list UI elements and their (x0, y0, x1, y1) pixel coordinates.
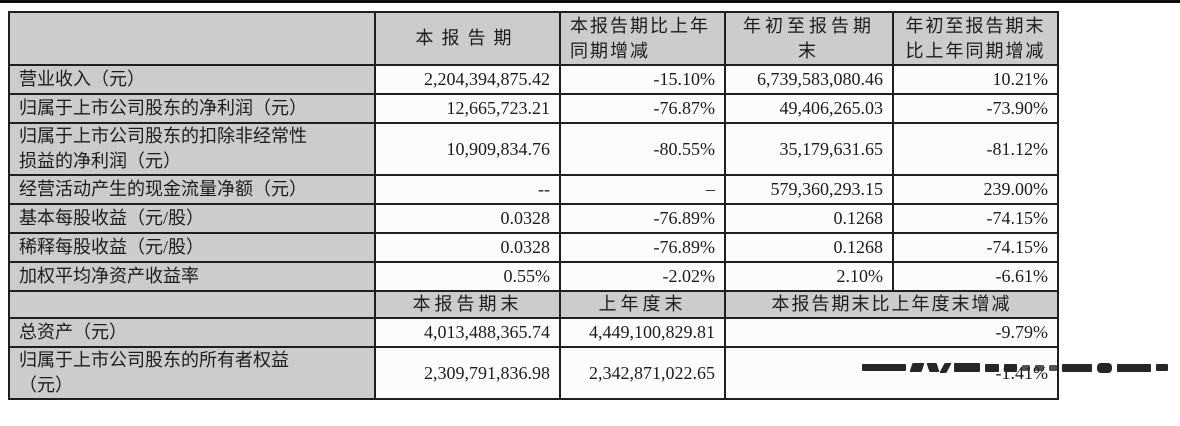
table-row-weighted-avg-roe: 加权平均净资产收益率 0.55% -2.02% 2.10% -6.61% (8, 261, 1059, 292)
value-ytd: 0.1268 (724, 203, 894, 234)
value-yoy: -80.55% (559, 122, 726, 176)
value-ytd: 579,360,293.15 (724, 174, 894, 205)
row-label: 基本每股收益（元/股） (8, 203, 376, 234)
value-change: -9.79% (724, 317, 1059, 348)
value-current: 0.55% (374, 261, 561, 292)
value-current: 12,665,723.21 (374, 93, 561, 124)
value-ytd-yoy: 10.21% (892, 64, 1059, 95)
value-ytd-yoy: -74.15% (892, 203, 1059, 234)
value-yoy: – (559, 174, 726, 205)
top-divider-line (0, 0, 1180, 3)
value-prior-year-end: 2,342,871,022.65 (559, 346, 726, 400)
value-ytd: 2.10% (724, 261, 894, 292)
watermark-mark (1061, 363, 1092, 372)
header-blank-cell (8, 290, 376, 319)
header-period-end: 本报告期末 (374, 290, 561, 319)
header-blank-cell (8, 11, 376, 66)
value-ytd-yoy: -73.90% (892, 93, 1059, 124)
value-ytd: 6,739,583,080.46 (724, 64, 894, 95)
value-ytd-yoy: -6.61% (892, 261, 1059, 292)
header-ytd-yoy: 年初至报告期末 比上年同期增减 (892, 11, 1059, 66)
row-label: 加权平均净资产收益率 (8, 261, 376, 292)
header-ytd: 年初至报告期末 (724, 11, 894, 66)
header-change-vs-prior-year-end: 本报告期末比上年度末增减 (724, 290, 1059, 319)
table-row-operating-cash-flow: 经营活动产生的现金流量净额（元） -- – 579,360,293.15 239… (8, 174, 1059, 205)
value-current: 10,909,834.76 (374, 122, 561, 176)
value-current: -- (374, 174, 561, 205)
table-row-equity: 归属于上市公司股东的所有者权益 （元） 2,309,791,836.98 2,3… (8, 346, 1059, 400)
value-yoy: -15.10% (559, 64, 726, 95)
value-ytd: 35,179,631.65 (724, 122, 894, 176)
value-ytd: 0.1268 (724, 232, 894, 263)
header-period-yoy: 本报告期比上年 同期增减 (559, 11, 726, 66)
table-row-net-profit: 归属于上市公司股东的净利润（元） 12,665,723.21 -76.87% 4… (8, 93, 1059, 124)
value-current: 0.0328 (374, 203, 561, 234)
row-label: 总资产（元） (8, 317, 376, 348)
value-ytd: 49,406,265.03 (724, 93, 894, 124)
value-current: 0.0328 (374, 232, 561, 263)
watermark-mark (1156, 364, 1168, 371)
table-row-revenue: 营业收入（元） 2,204,394,875.42 -15.10% 6,739,5… (8, 64, 1059, 95)
value-period-end: 2,309,791,836.98 (374, 346, 561, 400)
value-ytd-yoy: 239.00% (892, 174, 1059, 205)
value-yoy: -76.87% (559, 93, 726, 124)
watermark-mark (1096, 362, 1113, 373)
table-row-total-assets: 总资产（元） 4,013,488,365.74 4,449,100,829.81… (8, 317, 1059, 348)
header-prior-year-end: 上年度末 (559, 290, 726, 319)
value-change: -1.41% (724, 346, 1059, 400)
value-period-end: 4,013,488,365.74 (374, 317, 561, 348)
value-yoy: -2.02% (559, 261, 726, 292)
value-prior-year-end: 4,449,100,829.81 (559, 317, 726, 348)
financial-summary-table: 本报告期 本报告期比上年 同期增减 年初至报告期末 年初至报告期末 比上年同期增… (8, 11, 1059, 400)
value-ytd-yoy: -81.12% (892, 122, 1059, 176)
header-row-period: 本报告期 本报告期比上年 同期增减 年初至报告期末 年初至报告期末 比上年同期增… (8, 11, 1059, 66)
table-row-diluted-eps: 稀释每股收益（元/股） 0.0328 -76.89% 0.1268 -74.15… (8, 232, 1059, 263)
row-label: 稀释每股收益（元/股） (8, 232, 376, 263)
table-row-basic-eps: 基本每股收益（元/股） 0.0328 -76.89% 0.1268 -74.15… (8, 203, 1059, 234)
row-label: 归属于上市公司股东的净利润（元） (8, 93, 376, 124)
value-yoy: -76.89% (559, 232, 726, 263)
value-current: 2,204,394,875.42 (374, 64, 561, 95)
value-ytd-yoy: -74.15% (892, 232, 1059, 263)
value-yoy: -76.89% (559, 203, 726, 234)
row-label: 经营活动产生的现金流量净额（元） (8, 174, 376, 205)
header-current-period: 本报告期 (374, 11, 561, 66)
row-label: 归属于上市公司股东的扣除非经常性 损益的净利润（元） (8, 122, 376, 176)
header-row-position: 本报告期末 上年度末 本报告期末比上年度末增减 (8, 290, 1059, 319)
row-label: 归属于上市公司股东的所有者权益 （元） (8, 346, 376, 400)
watermark-mark (1117, 363, 1152, 372)
table-row-net-profit-excl-nonrecurring: 归属于上市公司股东的扣除非经常性 损益的净利润（元） 10,909,834.76… (8, 122, 1059, 176)
row-label: 营业收入（元） (8, 64, 376, 95)
